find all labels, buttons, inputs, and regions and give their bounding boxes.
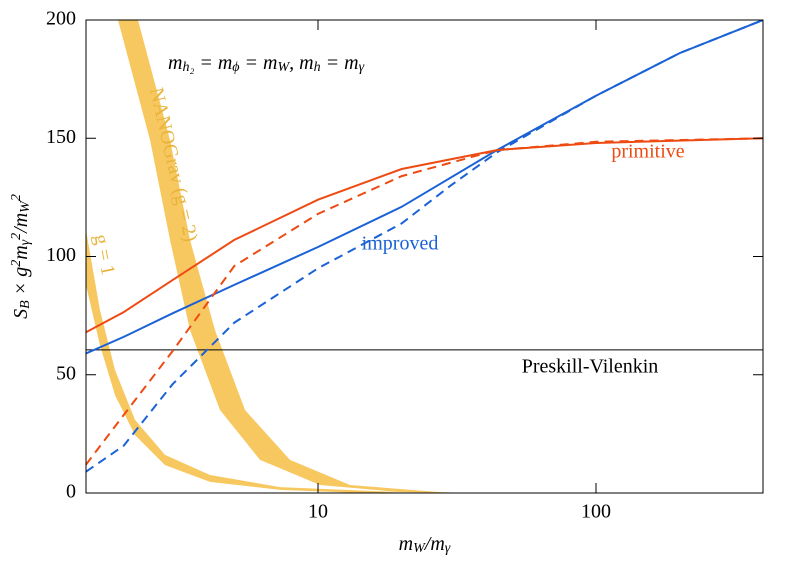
- x-axis-label-part: γ: [445, 541, 451, 556]
- condition-annotation-part: h: [314, 60, 321, 75]
- y-axis-label: SB × g2mγ2/mW2: [9, 194, 33, 319]
- y-tick-label: 100: [46, 244, 76, 266]
- band-label: g = 1: [90, 232, 119, 277]
- y-axis-label-part: S: [10, 309, 32, 319]
- curve: [86, 137, 763, 466]
- condition-annotation-part: m: [168, 52, 182, 74]
- curve-label: primitive: [611, 141, 684, 163]
- y-tick-label: 50: [56, 362, 76, 384]
- nanograv-band: [86, 230, 400, 493]
- y-axis-label-part: m: [10, 245, 32, 259]
- y-axis-label-part: W: [18, 200, 33, 213]
- y-axis-label-part: × g: [10, 267, 32, 301]
- condition-annotation-part: = m: [240, 52, 278, 74]
- y-axis-label-part: B: [18, 300, 33, 309]
- y-tick-label: 150: [46, 126, 76, 148]
- x-tick-label: 10: [308, 501, 328, 523]
- y-axis-label-part: /m: [10, 213, 32, 234]
- x-axis-label: mW/mγ: [399, 533, 451, 556]
- y-axis-label-part: γ: [18, 239, 33, 245]
- condition-annotation-part: h₂: [182, 60, 194, 75]
- plot-area: [86, 20, 763, 493]
- curve-label: improved: [362, 233, 439, 255]
- curve: [86, 20, 763, 473]
- y-axis-label-part: 2: [9, 233, 24, 240]
- y-tick-label: 200: [46, 8, 76, 30]
- y-tick-label: 0: [66, 481, 76, 503]
- condition-annotation-part: ϕ: [232, 60, 239, 75]
- x-axis-label-part: /m: [424, 533, 445, 555]
- condition-annotation-part: W: [277, 60, 290, 75]
- nanograv-band: [118, 20, 470, 493]
- curve: [86, 20, 763, 355]
- x-axis-label-part: W: [413, 541, 426, 556]
- condition-annotation-part: , m: [289, 52, 313, 74]
- x-axis-label-part: m: [399, 533, 413, 555]
- condition-annotation-part: = m: [321, 52, 359, 74]
- y-axis-label-part: 2: [9, 194, 24, 201]
- condition-annotation: mh₂ = mϕ = mW, mh = mγ: [168, 52, 365, 75]
- reference-label: Preskill-Vilenkin: [522, 356, 659, 378]
- y-axis-label-part: 2: [9, 260, 24, 267]
- x-tick-label: 100: [581, 501, 611, 523]
- condition-annotation-part: = m: [194, 52, 232, 74]
- condition-annotation-part: γ: [359, 60, 365, 75]
